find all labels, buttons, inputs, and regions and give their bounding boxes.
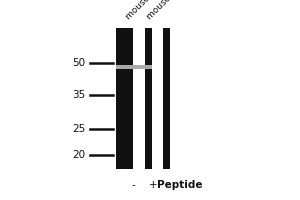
Text: mouse brain: mouse brain bbox=[145, 0, 191, 21]
Bar bbox=[116, 65, 152, 69]
Bar bbox=[145, 28, 152, 169]
Text: -: - bbox=[132, 180, 135, 190]
Text: 50: 50 bbox=[72, 58, 86, 68]
Bar bbox=[116, 28, 133, 169]
Text: Peptide: Peptide bbox=[157, 180, 203, 190]
Text: 35: 35 bbox=[72, 90, 86, 100]
Bar bbox=[163, 28, 170, 169]
Text: mouse brain: mouse brain bbox=[124, 0, 170, 21]
Text: 25: 25 bbox=[72, 124, 86, 134]
Text: +: + bbox=[149, 180, 157, 190]
Text: 20: 20 bbox=[72, 150, 86, 160]
